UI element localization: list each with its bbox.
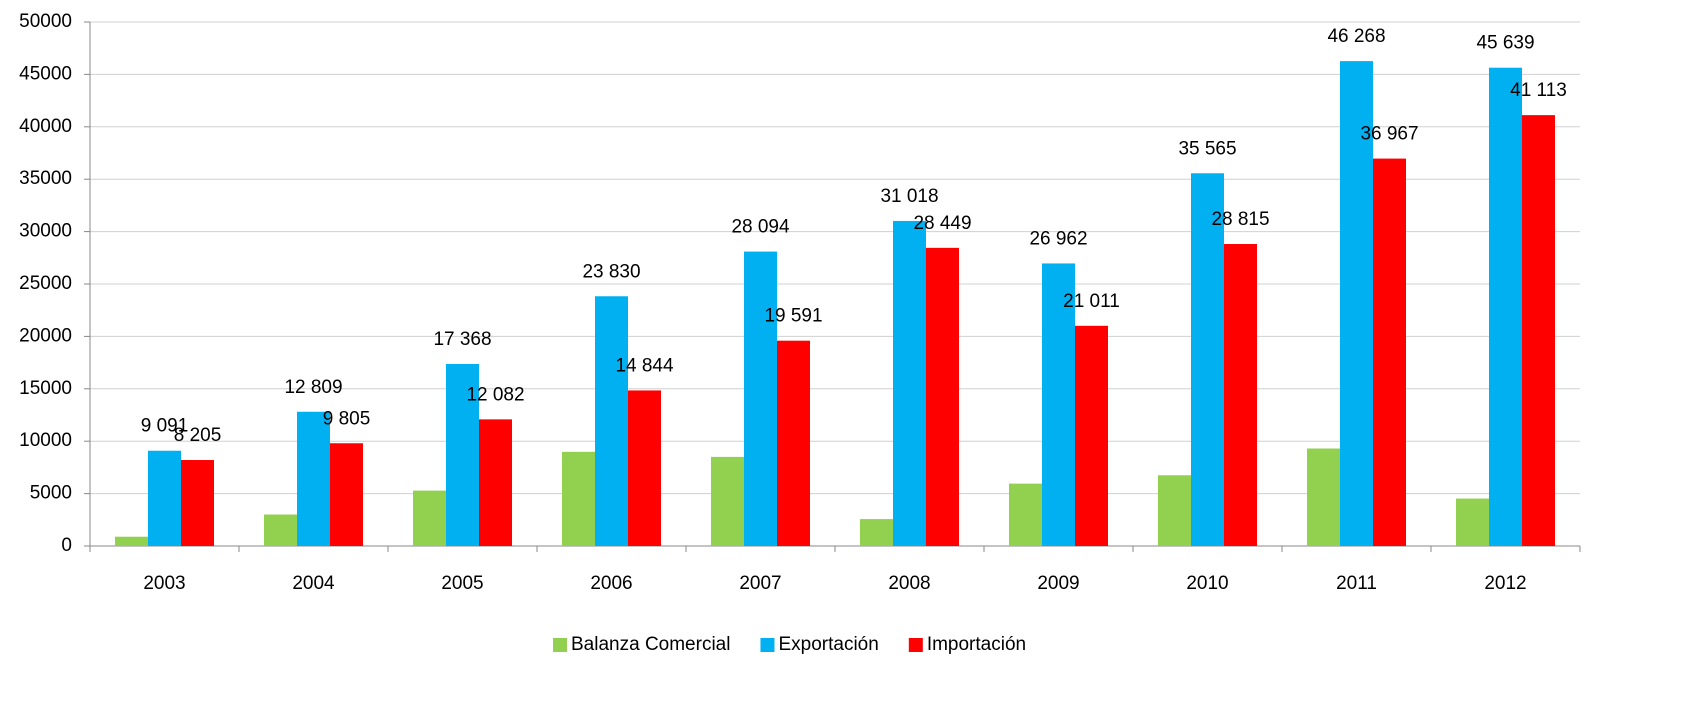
bar (330, 443, 363, 546)
bar (1456, 498, 1489, 546)
y-tick-label: 30000 (19, 221, 72, 242)
y-tick-label: 10000 (19, 430, 72, 451)
x-tick-label: 2011 (1336, 573, 1377, 594)
bar (1340, 61, 1373, 546)
value-label: 12 809 (284, 377, 342, 398)
bar (1522, 115, 1555, 547)
value-label: 41 113 (1510, 80, 1567, 101)
y-tick-label: 15000 (19, 378, 72, 399)
bar (562, 451, 595, 546)
y-tick-label: 0 (61, 535, 72, 556)
x-tick-label: 2004 (292, 573, 335, 594)
bar (115, 536, 148, 546)
y-tick-label: 45000 (19, 63, 72, 84)
bar (1191, 173, 1224, 546)
value-label: 45 639 (1476, 33, 1534, 54)
y-tick-label: 20000 (19, 325, 72, 346)
value-label: 9 091 (141, 416, 189, 437)
bar (1307, 448, 1340, 546)
value-label: 9 805 (323, 408, 371, 429)
value-label: 12 082 (466, 384, 524, 405)
value-label: 21 011 (1063, 291, 1120, 312)
bar (595, 296, 628, 546)
bar (777, 340, 810, 546)
bar (711, 456, 744, 546)
bar (1075, 325, 1108, 546)
bar (264, 514, 297, 546)
value-label: 19 591 (764, 306, 822, 327)
bar (1009, 483, 1042, 546)
bar (1158, 475, 1191, 546)
bar (479, 419, 512, 546)
x-tick-label: 2006 (590, 573, 632, 594)
value-label: 23 830 (582, 261, 640, 282)
legend-swatch (553, 638, 567, 652)
bar (181, 460, 214, 546)
legend-swatch (760, 638, 775, 652)
value-label: 28 449 (913, 213, 971, 234)
legend-label: Importación (927, 634, 1026, 655)
value-label: 8 205 (174, 425, 222, 446)
x-tick-label: 2009 (1037, 573, 1079, 594)
y-tick-label: 35000 (19, 168, 72, 189)
x-tick-label: 2007 (739, 573, 781, 594)
bar (628, 390, 661, 546)
y-tick-label: 40000 (19, 116, 72, 137)
legend-label: Exportación (778, 634, 878, 655)
y-tick-label: 50000 (19, 11, 72, 32)
bar (413, 490, 446, 546)
value-label: 46 268 (1327, 26, 1385, 47)
value-label: 28 094 (731, 217, 790, 238)
bar (1042, 263, 1075, 546)
y-tick-label: 5000 (30, 483, 72, 504)
value-label: 26 962 (1029, 228, 1087, 249)
bar (1224, 244, 1257, 546)
value-label: 35 565 (1178, 138, 1236, 159)
x-tick-label: 2003 (143, 573, 185, 594)
value-label: 36 967 (1360, 124, 1418, 145)
value-label: 14 844 (615, 355, 674, 376)
bar (1373, 158, 1406, 546)
x-tick-label: 2012 (1484, 573, 1526, 594)
legend-label: Balanza Comercial (571, 634, 730, 655)
value-label: 31 018 (880, 186, 938, 207)
bar (926, 247, 959, 546)
bar (860, 519, 893, 546)
bar (297, 411, 330, 546)
x-tick-label: 2010 (1186, 573, 1228, 594)
value-label: 17 368 (433, 329, 491, 350)
bar (744, 251, 777, 546)
value-label: 28 815 (1211, 209, 1269, 230)
bar (893, 220, 926, 546)
x-tick-label: 2005 (441, 573, 483, 594)
bar (1489, 67, 1522, 546)
bar (446, 363, 479, 546)
y-tick-label: 25000 (19, 273, 72, 294)
x-tick-label: 2008 (888, 573, 930, 594)
bar (148, 450, 181, 546)
legend-swatch (908, 638, 923, 652)
